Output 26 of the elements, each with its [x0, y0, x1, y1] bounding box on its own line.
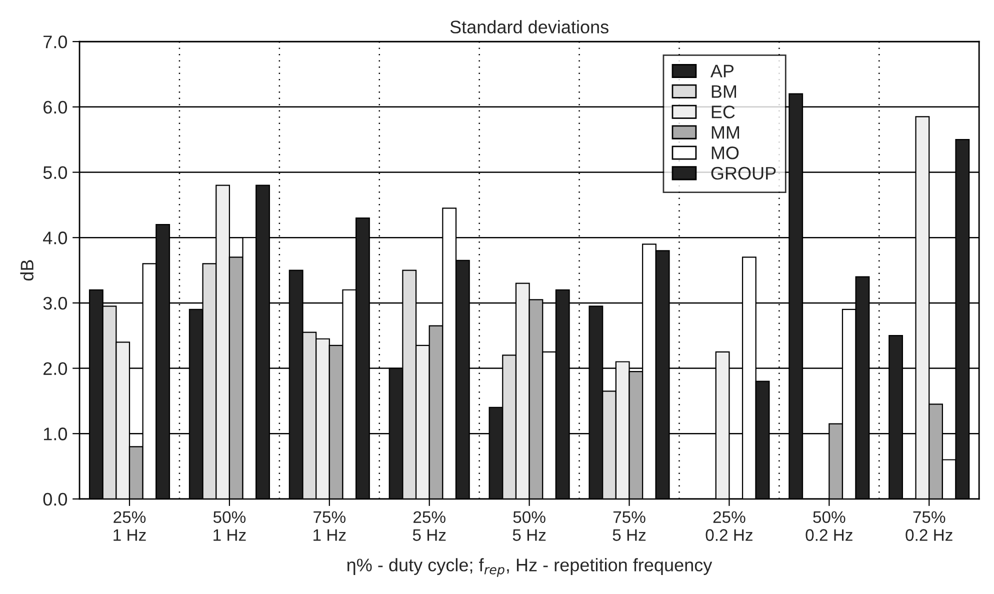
x-tick-label: 25% 0.2 Hz [706, 511, 752, 541]
legend-label: BM [712, 85, 736, 98]
y-tick-label: 6.0 [44, 100, 68, 114]
x-axis-title: η% - duty cycle; f$_{rep}$, Hz - repetition frequency [347, 558, 712, 577]
x-tick-label: 25% 1 Hz [114, 511, 146, 541]
x-tick-label: 50% 5 Hz [512, 511, 546, 541]
y-tick-label: 7.0 [44, 36, 68, 48]
legend-label: MM [712, 126, 740, 139]
x-tick-label: 75% 1 Hz [314, 511, 346, 541]
y-tick-label: 2.0 [44, 362, 68, 375]
y-tick-label: 0.0 [43, 492, 68, 506]
y-tick-label: 3.0 [43, 296, 68, 310]
x-tick-label: 25% 5 Hz [412, 511, 446, 541]
x-tick-label: 75% 0.2 Hz [906, 511, 952, 541]
legend-label: MO [712, 146, 739, 160]
legend-label: GROUP [711, 166, 776, 180]
y-tick-label: 4.0 [43, 232, 68, 244]
x-tick-label: 75% 5 Hz [612, 511, 646, 541]
y-tick-label: 5.0 [43, 166, 68, 179]
legend-label: AP [710, 64, 734, 78]
legend-label: EC [712, 106, 735, 118]
y-tick-label: 1.0 [44, 428, 68, 440]
x-tick-label: 50% 0.2 Hz [806, 511, 852, 541]
y-axis-title: dB [20, 260, 34, 281]
chart-title: Standard deviations [450, 20, 608, 34]
x-tick-label: 50% 1 Hz [213, 511, 246, 541]
